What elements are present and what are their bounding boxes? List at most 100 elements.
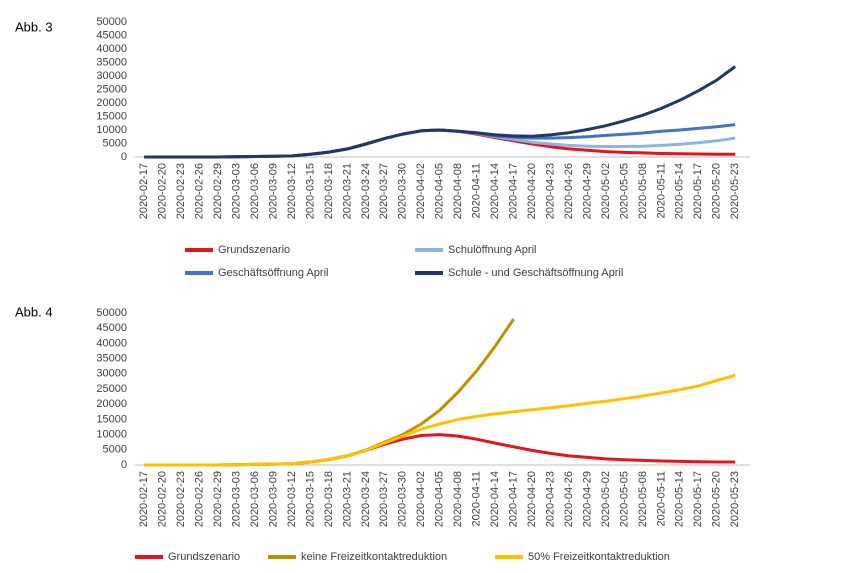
x-tick-label: 2020-03-03 [230,163,242,219]
x-tick-label: 2020-02-17 [138,163,150,219]
x-tick-label: 2020-03-15 [304,163,316,219]
y-tick-label: 35000 [96,353,127,365]
y-tick-label: 40000 [96,337,127,349]
y-tick-label: 30000 [96,368,127,380]
x-tick-label: 2020-05-14 [674,163,686,219]
x-tick-label: 2020-03-30 [397,471,409,527]
x-tick-label: 2020-05-02 [600,471,612,527]
x-tick-label: 2020-05-20 [711,163,723,219]
x-tick-label: 2020-05-17 [692,471,704,527]
x-tick-label: 2020-02-23 [175,471,187,527]
x-tick-label: 2020-05-08 [637,163,649,219]
x-tick-label: 2020-03-09 [267,471,279,527]
x-tick-label: 2020-05-02 [600,163,612,219]
x-tick-label: 2020-02-20 [157,471,169,527]
x-tick-label: 2020-03-21 [341,163,353,219]
x-tick-label: 2020-04-02 [415,471,427,527]
x-tick-label: 2020-03-27 [378,471,390,527]
y-tick-label: 0 [121,459,127,471]
figure-label: Abb. 3 [15,19,53,34]
y-tick-label: 0 [121,151,127,163]
x-tick-label: 2020-04-20 [526,163,538,219]
y-tick-label: 50000 [96,307,127,319]
y-tick-label: 30000 [96,70,127,82]
y-tick-label: 20000 [96,97,127,109]
x-tick-label: 2020-05-11 [655,163,667,218]
figure-label: Abb. 4 [15,304,53,319]
x-tick-label: 2020-03-12 [286,163,298,219]
y-tick-label: 35000 [96,56,127,68]
y-tick-label: 20000 [96,398,127,410]
legend-label: Schule - und Geschäftsöffnung April [448,267,623,279]
legend-label: Grundszenario [218,244,290,256]
x-tick-label: 2020-05-14 [674,471,686,527]
x-tick-label: 2020-05-11 [655,471,667,526]
x-tick-label: 2020-03-24 [360,163,372,219]
y-tick-label: 45000 [96,29,127,41]
x-tick-label: 2020-05-23 [729,471,741,527]
x-tick-label: 2020-04-20 [526,471,538,527]
y-tick-label: 10000 [96,124,127,136]
x-tick-label: 2020-04-02 [415,163,427,219]
x-tick-label: 2020-03-21 [341,471,353,527]
y-tick-label: 5000 [103,444,127,456]
series-line [144,433,736,467]
series-line [144,318,515,467]
x-tick-label: 2020-05-23 [729,163,741,219]
x-tick-label: 2020-04-11 [471,471,483,526]
x-tick-label: 2020-05-17 [692,163,704,219]
x-tick-label: 2020-02-26 [194,163,206,219]
y-tick-label: 15000 [96,110,127,122]
x-tick-label: 2020-02-20 [157,163,169,219]
x-tick-label: 2020-05-20 [711,471,723,527]
legend-label: 50% Freizeitkontaktreduktion [528,551,670,563]
x-tick-label: 2020-04-05 [434,471,446,527]
legend-label: Schulöffnung April [448,244,536,256]
x-tick-label: 2020-03-27 [378,163,390,219]
series-line [144,65,737,159]
x-tick-label: 2020-03-09 [267,163,279,219]
series-line [144,373,736,467]
x-tick-label: 2020-04-29 [581,163,593,219]
x-tick-label: 2020-05-05 [618,471,630,527]
x-tick-label: 2020-03-24 [360,471,372,527]
x-tick-label: 2020-04-14 [489,163,501,219]
x-tick-label: 2020-04-26 [563,163,575,219]
x-tick-label: 2020-02-23 [175,163,187,219]
x-tick-label: 2020-04-29 [581,471,593,527]
y-tick-label: 25000 [96,383,127,395]
y-tick-label: 10000 [96,429,127,441]
x-tick-label: 2020-02-26 [194,471,206,527]
legend-label: Geschäftsöffnung April [218,267,328,279]
x-tick-label: 2020-03-03 [230,471,242,527]
x-tick-label: 2020-04-17 [508,471,520,527]
legend-label: Grundszenario [168,551,240,563]
x-tick-label: 2020-03-18 [323,471,335,527]
y-tick-label: 5000 [103,137,127,149]
x-tick-label: 2020-04-08 [452,163,464,219]
x-tick-label: 2020-04-08 [452,471,464,527]
x-tick-label: 2020-05-05 [618,163,630,219]
x-tick-label: 2020-04-05 [434,163,446,219]
y-tick-label: 45000 [96,322,127,334]
x-tick-label: 2020-04-11 [471,163,483,218]
x-tick-label: 2020-03-30 [397,163,409,219]
x-tick-label: 2020-05-08 [637,471,649,527]
x-tick-label: 2020-04-17 [508,163,520,219]
legend-label: keine Freizeitkontaktreduktion [301,551,447,563]
x-tick-label: 2020-02-17 [138,471,150,527]
x-tick-label: 2020-02-29 [212,163,224,219]
x-tick-label: 2020-03-18 [323,163,335,219]
x-tick-label: 2020-03-06 [249,471,261,527]
y-tick-label: 40000 [96,43,127,55]
x-tick-label: 2020-04-14 [489,471,501,527]
x-tick-label: 2020-04-23 [544,471,556,527]
y-tick-label: 15000 [96,413,127,425]
x-tick-label: 2020-04-26 [563,471,575,527]
x-tick-label: 2020-03-06 [249,163,261,219]
x-tick-label: 2020-04-23 [544,163,556,219]
x-tick-label: 2020-03-12 [286,471,298,527]
y-tick-label: 25000 [96,83,127,95]
x-tick-label: 2020-02-29 [212,471,224,527]
